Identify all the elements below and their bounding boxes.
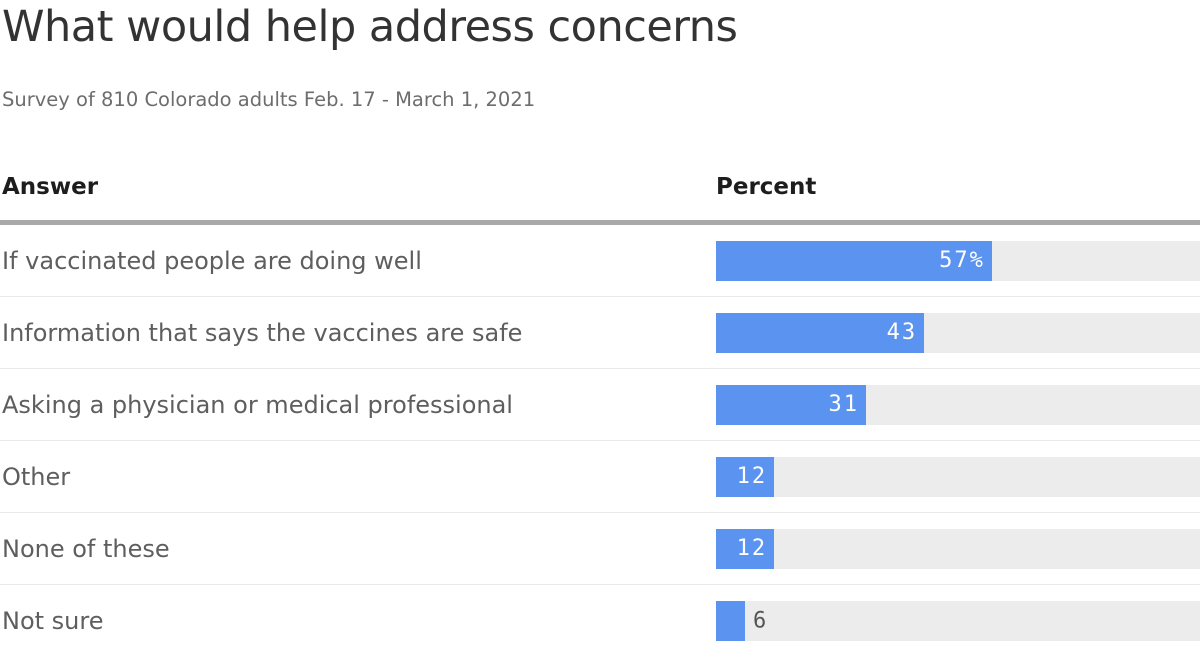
row-label: Other xyxy=(2,462,71,491)
bar-track: 43 xyxy=(716,312,1200,353)
chart-subtitle: Survey of 810 Colorado adults Feb. 17 - … xyxy=(2,88,536,111)
bar-value-label: 31 xyxy=(828,392,860,417)
table-row: None of these 12 xyxy=(0,513,1200,585)
row-label: Asking a physician or medical profession… xyxy=(2,390,513,419)
column-header-row: Answer Percent xyxy=(0,174,1200,204)
chart-rows: If vaccinated people are doing well 57% … xyxy=(0,225,1200,656)
table-row: Information that says the vaccines are s… xyxy=(0,297,1200,369)
bar-track: 12 xyxy=(716,456,1200,497)
bar-value-label: 6 xyxy=(753,608,767,633)
answer-column-header: Answer xyxy=(2,174,99,200)
bar-fill: 31 xyxy=(716,384,867,425)
bar-fill: 12 xyxy=(716,528,775,569)
bar-value-label: 57% xyxy=(939,248,985,273)
bar-fill: 12 xyxy=(716,456,775,497)
bar-track: 12 xyxy=(716,528,1200,569)
bar-fill xyxy=(716,600,746,641)
bar-value-label: 43 xyxy=(886,320,918,345)
bar-track: 6 xyxy=(716,600,1200,641)
header-divider xyxy=(0,220,1200,225)
bar-track: 57% xyxy=(716,240,1200,281)
table-row: Not sure 6 xyxy=(0,585,1200,656)
bar-value-label: 12 xyxy=(736,464,768,489)
bar-fill: 57% xyxy=(716,240,992,281)
table-row: If vaccinated people are doing well 57% xyxy=(0,225,1200,297)
table-row: Other 12 xyxy=(0,441,1200,513)
bar-value-label: 12 xyxy=(736,536,768,561)
bar-track: 31 xyxy=(716,384,1200,425)
row-label: Information that says the vaccines are s… xyxy=(2,318,523,347)
row-label: If vaccinated people are doing well xyxy=(2,246,422,275)
row-label: None of these xyxy=(2,534,170,563)
chart-title: What would help address concerns xyxy=(2,2,738,52)
table-row: Asking a physician or medical profession… xyxy=(0,369,1200,441)
percent-column-header: Percent xyxy=(716,174,817,200)
bar-fill: 43 xyxy=(716,312,925,353)
row-label: Not sure xyxy=(2,606,104,635)
